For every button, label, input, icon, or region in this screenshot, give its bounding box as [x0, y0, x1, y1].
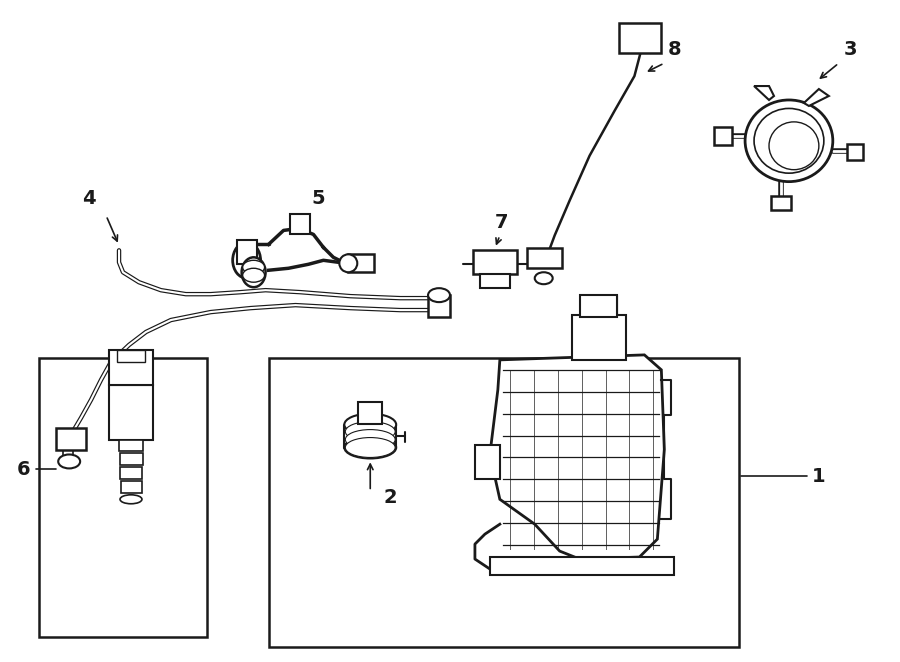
Ellipse shape — [535, 272, 553, 284]
Bar — [291, 214, 310, 234]
Ellipse shape — [745, 100, 832, 181]
Bar — [120, 467, 142, 479]
Text: 6: 6 — [16, 460, 30, 479]
Bar — [119, 440, 143, 451]
Ellipse shape — [428, 288, 450, 302]
Polygon shape — [109, 385, 153, 440]
Bar — [490, 557, 674, 575]
Ellipse shape — [345, 436, 396, 459]
Text: 8: 8 — [668, 40, 681, 59]
Ellipse shape — [345, 414, 396, 436]
Bar — [40, 358, 207, 637]
Bar — [480, 274, 509, 288]
Text: 5: 5 — [311, 189, 325, 208]
Polygon shape — [804, 89, 829, 106]
Ellipse shape — [243, 260, 265, 274]
Polygon shape — [490, 355, 664, 559]
Ellipse shape — [120, 495, 142, 504]
Ellipse shape — [58, 455, 80, 469]
Bar — [572, 315, 626, 360]
Bar — [268, 358, 739, 647]
Bar — [117, 350, 145, 362]
Text: 2: 2 — [383, 488, 397, 507]
Bar — [358, 402, 382, 424]
Bar — [715, 127, 732, 145]
Bar — [526, 248, 562, 268]
Bar — [56, 428, 86, 449]
Bar — [475, 444, 500, 479]
Polygon shape — [754, 86, 774, 100]
Ellipse shape — [346, 430, 395, 449]
Bar — [428, 295, 450, 317]
Bar — [771, 195, 791, 209]
Bar — [472, 250, 517, 274]
Ellipse shape — [769, 122, 819, 169]
Bar — [109, 350, 153, 385]
Bar — [619, 23, 662, 53]
Text: 7: 7 — [495, 213, 508, 232]
Bar — [847, 144, 863, 160]
Ellipse shape — [754, 109, 824, 173]
Text: 3: 3 — [844, 40, 858, 59]
Text: 4: 4 — [82, 189, 96, 208]
Ellipse shape — [346, 438, 395, 457]
Ellipse shape — [241, 258, 266, 287]
Ellipse shape — [243, 268, 265, 282]
Ellipse shape — [346, 422, 395, 442]
Text: 1: 1 — [812, 467, 825, 486]
Bar — [120, 453, 143, 465]
Bar — [121, 481, 142, 493]
Bar — [237, 240, 256, 264]
Ellipse shape — [339, 254, 357, 272]
Ellipse shape — [233, 242, 261, 278]
Bar — [580, 295, 617, 317]
Bar — [348, 254, 374, 272]
